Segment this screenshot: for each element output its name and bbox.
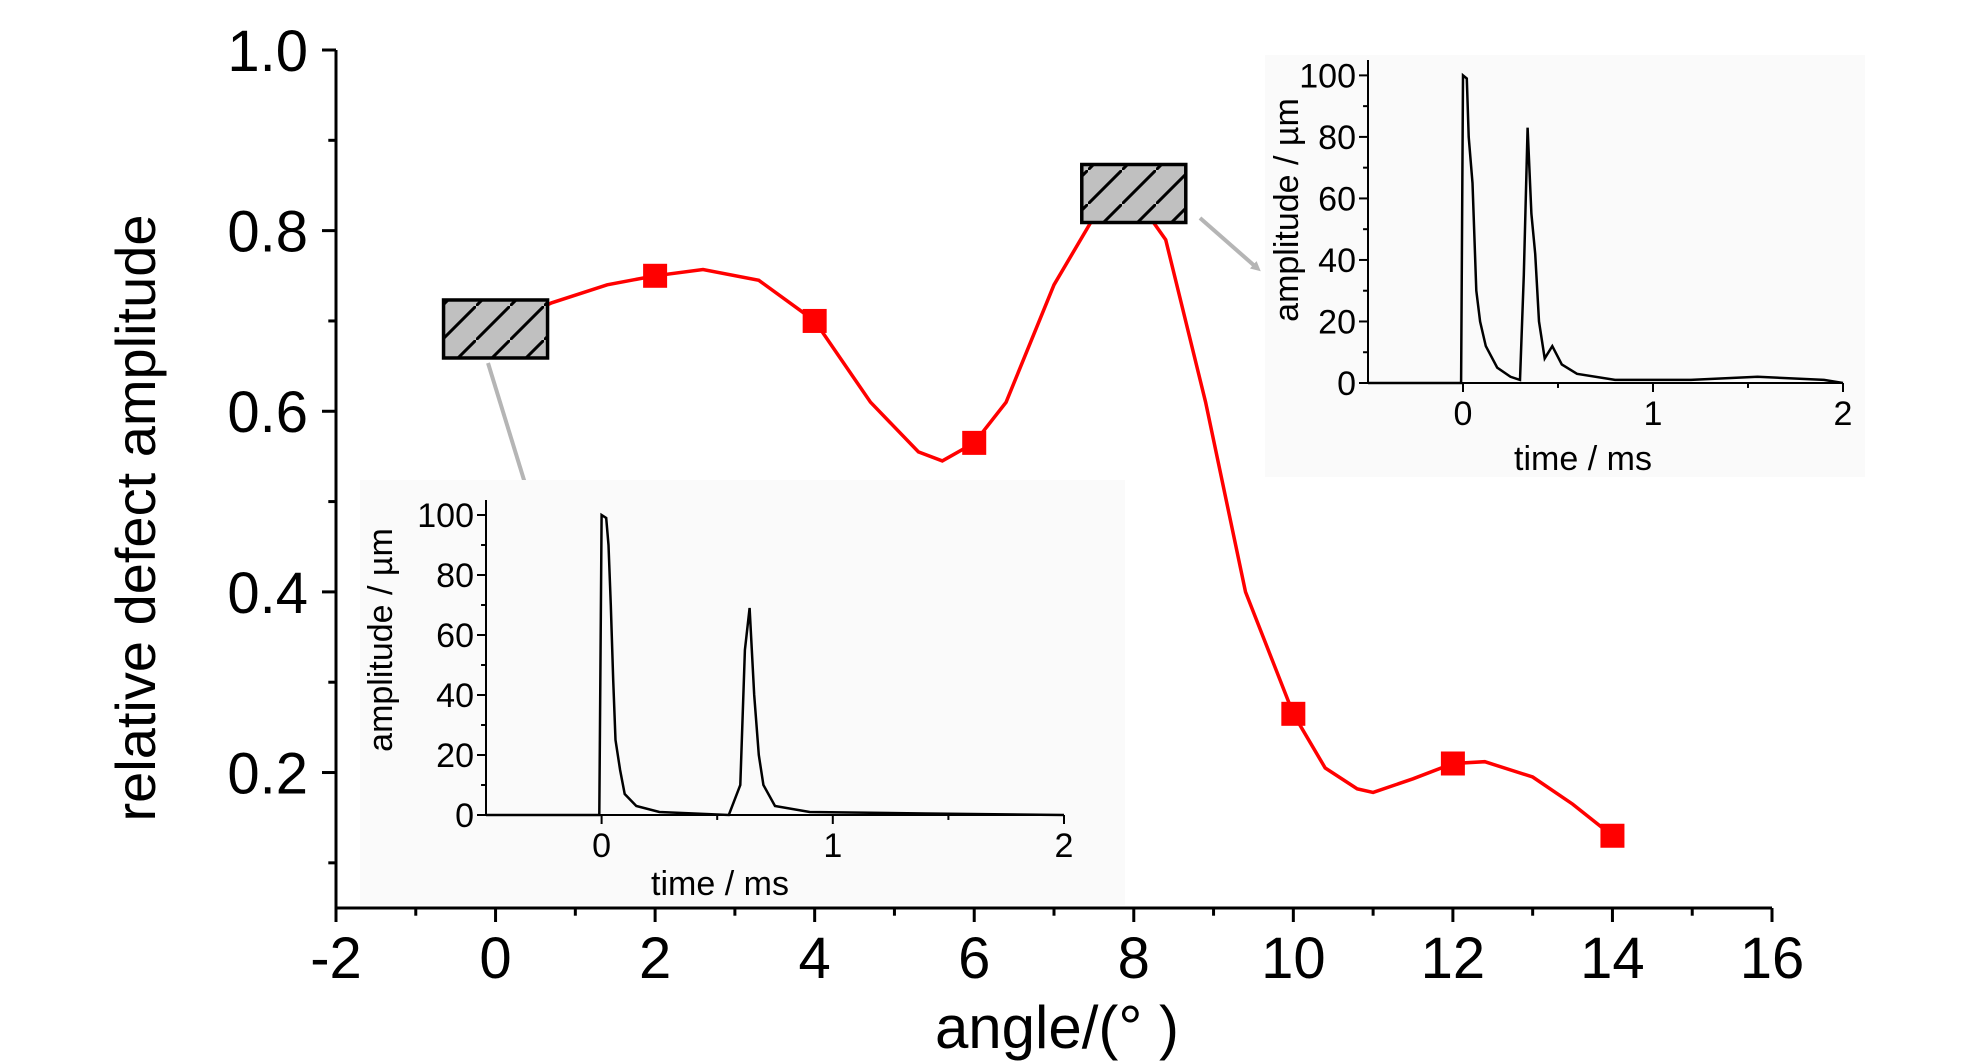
data-point-marker [1440, 751, 1465, 776]
inset-right-x-ticks: 0 1 2 [1454, 383, 1853, 433]
main-series-markers [643, 263, 1625, 848]
main-y-axis-label: relative defect amplitude [104, 214, 167, 821]
main-x-tick-label: 10 [1261, 926, 1326, 991]
data-point-marker [962, 430, 987, 455]
main-x-ticks: -2 0 2 4 6 8 10 12 14 16 [310, 908, 1804, 991]
inset-left-y-tick-label: 60 [436, 617, 474, 655]
main-x-tick-label: 14 [1580, 926, 1645, 991]
data-point-marker [1600, 823, 1625, 848]
main-x-tick-label: 4 [799, 926, 831, 991]
hatched-box-annotation [441, 298, 550, 360]
main-y-tick-label: 0.2 [227, 741, 308, 806]
inset-right-y-tick-label: 80 [1318, 119, 1356, 157]
main-y-ticks: 0.2 0.4 0.6 0.8 1.0 [227, 19, 336, 865]
inset-left-x-tick-label: 2 [1055, 827, 1074, 865]
inset-left-y-ticks: 0 20 40 60 80 100 [417, 497, 486, 835]
inset-right-series-curve [1368, 72, 1844, 385]
main-plot: -2 0 2 4 6 8 10 12 14 16 0.20.40.60.81.0 angle/(°… [104, 19, 1804, 1061]
inset-right-y-tick-label: 60 [1318, 181, 1356, 219]
inset-left-y-tick-label: 20 [436, 737, 474, 775]
main-y-tick-label: 0.8 [227, 200, 308, 265]
main-y-tick-label: 0.6 [227, 380, 308, 445]
inset-chart-right: 0 1 2 0 20 40 60 80 100 time / ms amplitude / µ… [1265, 55, 1865, 478]
inset-right-background [1265, 55, 1865, 477]
inset-left-x-tick-label: 1 [823, 827, 842, 865]
inset-left-y-tick-label: 80 [436, 557, 474, 595]
hatched-boxes [441, 162, 1188, 360]
inset-left-series-curve [486, 512, 1065, 817]
inset-right-x-tick-label: 2 [1834, 395, 1853, 433]
main-x-tick-label: 0 [479, 926, 511, 991]
inset-right-y-tick-label: 40 [1318, 242, 1356, 280]
main-x-tick-label: 12 [1421, 926, 1486, 991]
main-x-tick-label: 8 [1118, 926, 1150, 991]
main-y-tick-label: 1.0 [227, 19, 308, 84]
inset-left-y-tick-label: 100 [417, 497, 474, 535]
inset-left-y-tick-label: 40 [436, 677, 474, 715]
inset-right-y-tick-label: 20 [1318, 304, 1356, 342]
inset-right-x-tick-label: 0 [1454, 395, 1473, 433]
inset-right-y-axis-label: amplitude / µm [1268, 98, 1306, 322]
main-x-tick-label: -2 [310, 926, 362, 991]
inset-left-x-axis-label: time / ms [651, 865, 789, 903]
data-point-marker [802, 308, 827, 333]
main-x-tick-label: 2 [639, 926, 671, 991]
inset-left-y-axis-label: amplitude / µm [362, 528, 400, 752]
hatched-box-annotation [1080, 162, 1188, 225]
arrow-to-inset-left [486, 362, 532, 498]
main-x-tick-label: 16 [1740, 926, 1805, 991]
inset-left-x-tick-label: 0 [592, 827, 611, 865]
main-y-tick-label: 0.4 [227, 561, 308, 626]
main-x-axis-label: angle/(° ) [935, 994, 1179, 1061]
data-point-marker [1281, 701, 1306, 726]
arrow-to-inset-right [1198, 216, 1261, 272]
inset-right-x-tick-label: 1 [1644, 395, 1663, 433]
inset-right-y-tick-label: 0 [1337, 365, 1356, 403]
main-x-tick-label: 6 [958, 926, 990, 991]
inset-chart-left: 0 1 2 0 20 40 60 80 100 time / ms amplitude / µ… [360, 480, 1125, 905]
inset-right-y-ticks: 0 20 40 60 80 100 [1299, 58, 1368, 403]
inset-left-y-tick-label: 0 [455, 797, 474, 835]
inset-right-y-tick-label: 100 [1299, 58, 1356, 96]
data-point-marker [643, 263, 668, 288]
inset-right-x-axis-label: time / ms [1514, 440, 1652, 478]
